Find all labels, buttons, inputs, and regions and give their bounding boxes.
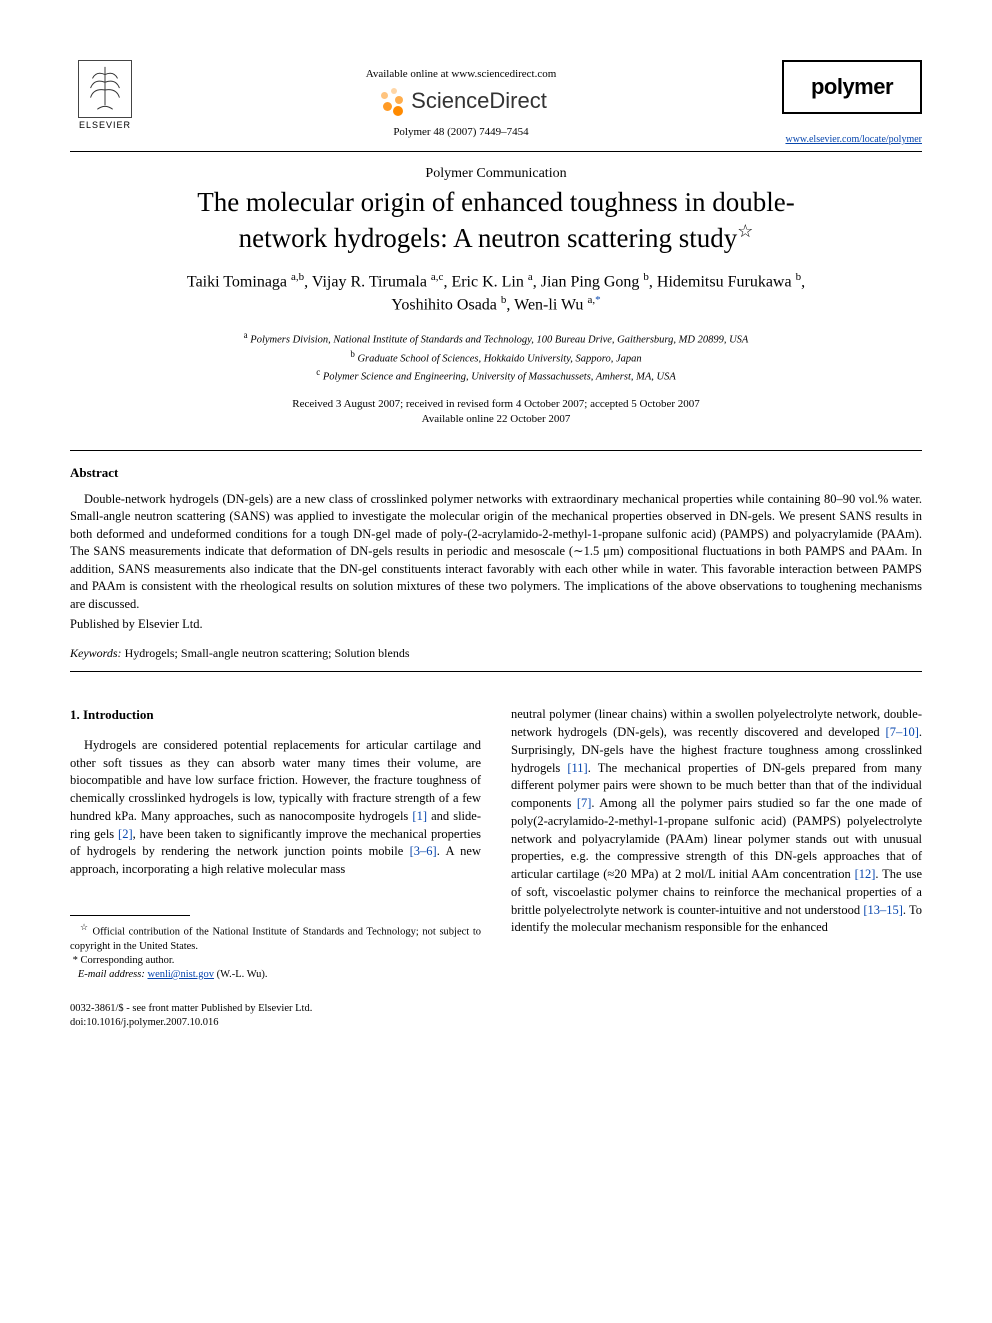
author-name: , Wen-li Wu <box>506 297 587 314</box>
author-name: Yoshihito Osada <box>391 297 501 314</box>
page-header: ELSEVIER Available online at www.science… <box>70 60 922 145</box>
elsevier-logo-block: ELSEVIER <box>70 60 140 130</box>
issn-line: 0032-3861/$ - see front matter Published… <box>70 1002 481 1016</box>
author-name: , Vijay R. Tirumala <box>304 273 431 290</box>
footnote-text: Corresponding author. <box>81 955 175 966</box>
citation-link[interactable]: [7–10] <box>886 725 919 739</box>
footnote-text: Official contribution of the National In… <box>70 926 481 951</box>
email-label: E-mail address: <box>78 969 145 980</box>
journal-citation: Polymer 48 (2007) 7449–7454 <box>140 126 782 138</box>
history-online: Available online 22 October 2007 <box>422 413 571 425</box>
journal-locate-link[interactable]: www.elsevier.com/locate/polymer <box>782 134 922 145</box>
author-aff: a, <box>587 294 595 306</box>
body-columns: 1. Introduction Hydrogels are considered… <box>70 706 922 1030</box>
title-line-1: The molecular origin of enhanced toughne… <box>197 187 795 217</box>
author-name: Taiki Tominaga <box>187 273 291 290</box>
body-paragraph: Hydrogels are considered potential repla… <box>70 737 481 879</box>
footnote-contribution: ☆ Official contribution of the National … <box>70 922 481 954</box>
affiliation: Polymers Division, National Institute of… <box>250 334 748 345</box>
abstract-heading: Abstract <box>70 465 922 481</box>
title-line-2: network hydrogels: A neutron scattering … <box>239 223 738 253</box>
footnotes: ☆ Official contribution of the National … <box>70 922 481 982</box>
section-heading: 1. Introduction <box>70 706 481 724</box>
center-header: Available online at www.sciencedirect.co… <box>140 60 782 138</box>
author-list: Taiki Tominaga a,b, Vijay R. Tirumala a,… <box>70 270 922 317</box>
keywords-label: Keywords: <box>70 646 122 660</box>
journal-logo-block: polymer www.elsevier.com/locate/polymer <box>782 60 922 145</box>
body-paragraph: neutral polymer (linear chains) within a… <box>511 706 922 937</box>
sciencedirect-dots-icon <box>375 86 405 116</box>
affiliation: Graduate School of Sciences, Hokkaido Un… <box>357 353 641 364</box>
corresponding-mark: * <box>595 294 601 306</box>
footnote-corresponding: * Corresponding author. <box>70 954 481 968</box>
published-by: Published by Elsevier Ltd. <box>70 617 922 632</box>
author-name: , Eric K. Lin <box>443 273 527 290</box>
footnote-email: E-mail address: wenli@nist.gov (W.-L. Wu… <box>70 968 481 982</box>
email-name: (W.-L. Wu). <box>214 969 268 980</box>
sciencedirect-logo: ScienceDirect <box>140 86 782 116</box>
citation-link[interactable]: [2] <box>118 827 133 841</box>
affiliation: Polymer Science and Engineering, Univers… <box>323 372 676 383</box>
body-text: neutral polymer (linear chains) within a… <box>511 707 922 739</box>
above-abstract-rule <box>70 450 922 451</box>
citation-link[interactable]: [7] <box>577 796 592 810</box>
abstract-body: Double-network hydrogels (DN-gels) are a… <box>70 491 922 614</box>
polymer-logo: polymer <box>782 60 922 114</box>
author-name: , Jian Ping Gong <box>533 273 644 290</box>
column-right: neutral polymer (linear chains) within a… <box>511 706 922 1030</box>
citation-link[interactable]: [12] <box>855 867 876 881</box>
copyright-block: 0032-3861/$ - see front matter Published… <box>70 1002 481 1030</box>
author-name: , Hidemitsu Furukawa <box>649 273 796 290</box>
citation-link[interactable]: [11] <box>567 761 587 775</box>
abstract-text: Double-network hydrogels (DN-gels) are a… <box>70 491 922 614</box>
article-title: The molecular origin of enhanced toughne… <box>70 186 922 256</box>
footnote-rule <box>70 915 190 916</box>
citation-link[interactable]: [3–6] <box>410 844 437 858</box>
author-aff: b <box>796 271 802 283</box>
column-left: 1. Introduction Hydrogels are considered… <box>70 706 481 1030</box>
sciencedirect-wordmark: ScienceDirect <box>411 88 547 114</box>
citation-link[interactable]: [1] <box>412 809 427 823</box>
below-keywords-rule <box>70 671 922 672</box>
history-received: Received 3 August 2007; received in revi… <box>292 398 699 410</box>
header-rule <box>70 151 922 152</box>
title-footnote-star: ☆ <box>737 221 753 241</box>
citation-link[interactable]: [13–15] <box>863 903 903 917</box>
available-online-text: Available online at www.sciencedirect.co… <box>140 68 782 80</box>
elsevier-wordmark: ELSEVIER <box>79 120 131 130</box>
keywords-text: Hydrogels; Small-angle neutron scatterin… <box>122 646 410 660</box>
elsevier-tree-icon <box>78 60 132 118</box>
article-type: Polymer Communication <box>70 166 922 182</box>
email-link[interactable]: wenli@nist.gov <box>147 969 214 980</box>
doi-line: doi:10.1016/j.polymer.2007.10.016 <box>70 1016 481 1030</box>
author-aff: a,b <box>291 271 304 283</box>
affiliation-list: a Polymers Division, National Institute … <box>70 329 922 385</box>
author-aff: a,c <box>431 271 444 283</box>
article-history: Received 3 August 2007; received in revi… <box>70 397 922 428</box>
keywords-line: Keywords: Hydrogels; Small-angle neutron… <box>70 646 922 661</box>
